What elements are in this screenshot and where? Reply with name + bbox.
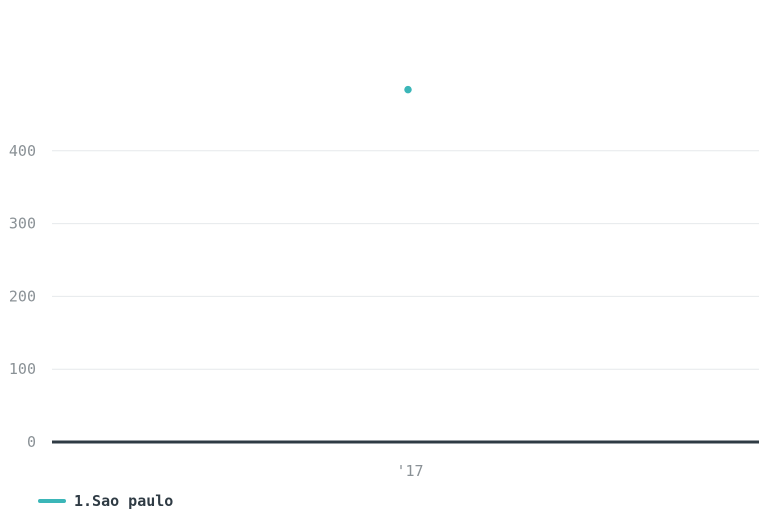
y-tick-label: 200 bbox=[9, 287, 36, 305]
x-tick-label: '17 bbox=[396, 462, 423, 480]
y-axis: 0 100 200 300 400 bbox=[9, 142, 36, 451]
legend-label: 1.Sao paulo bbox=[74, 492, 174, 510]
series-group bbox=[402, 84, 414, 95]
legend: 1.Sao paulo bbox=[38, 492, 173, 510]
y-tick-label: 0 bbox=[27, 433, 36, 451]
legend-swatch bbox=[38, 499, 66, 503]
x-axis: '17 bbox=[396, 462, 423, 480]
y-tick-label: 100 bbox=[9, 360, 36, 378]
gridlines bbox=[52, 150, 759, 370]
y-tick-label: 300 bbox=[9, 215, 36, 233]
y-tick-label: 400 bbox=[9, 142, 36, 160]
data-point[interactable] bbox=[402, 84, 414, 95]
